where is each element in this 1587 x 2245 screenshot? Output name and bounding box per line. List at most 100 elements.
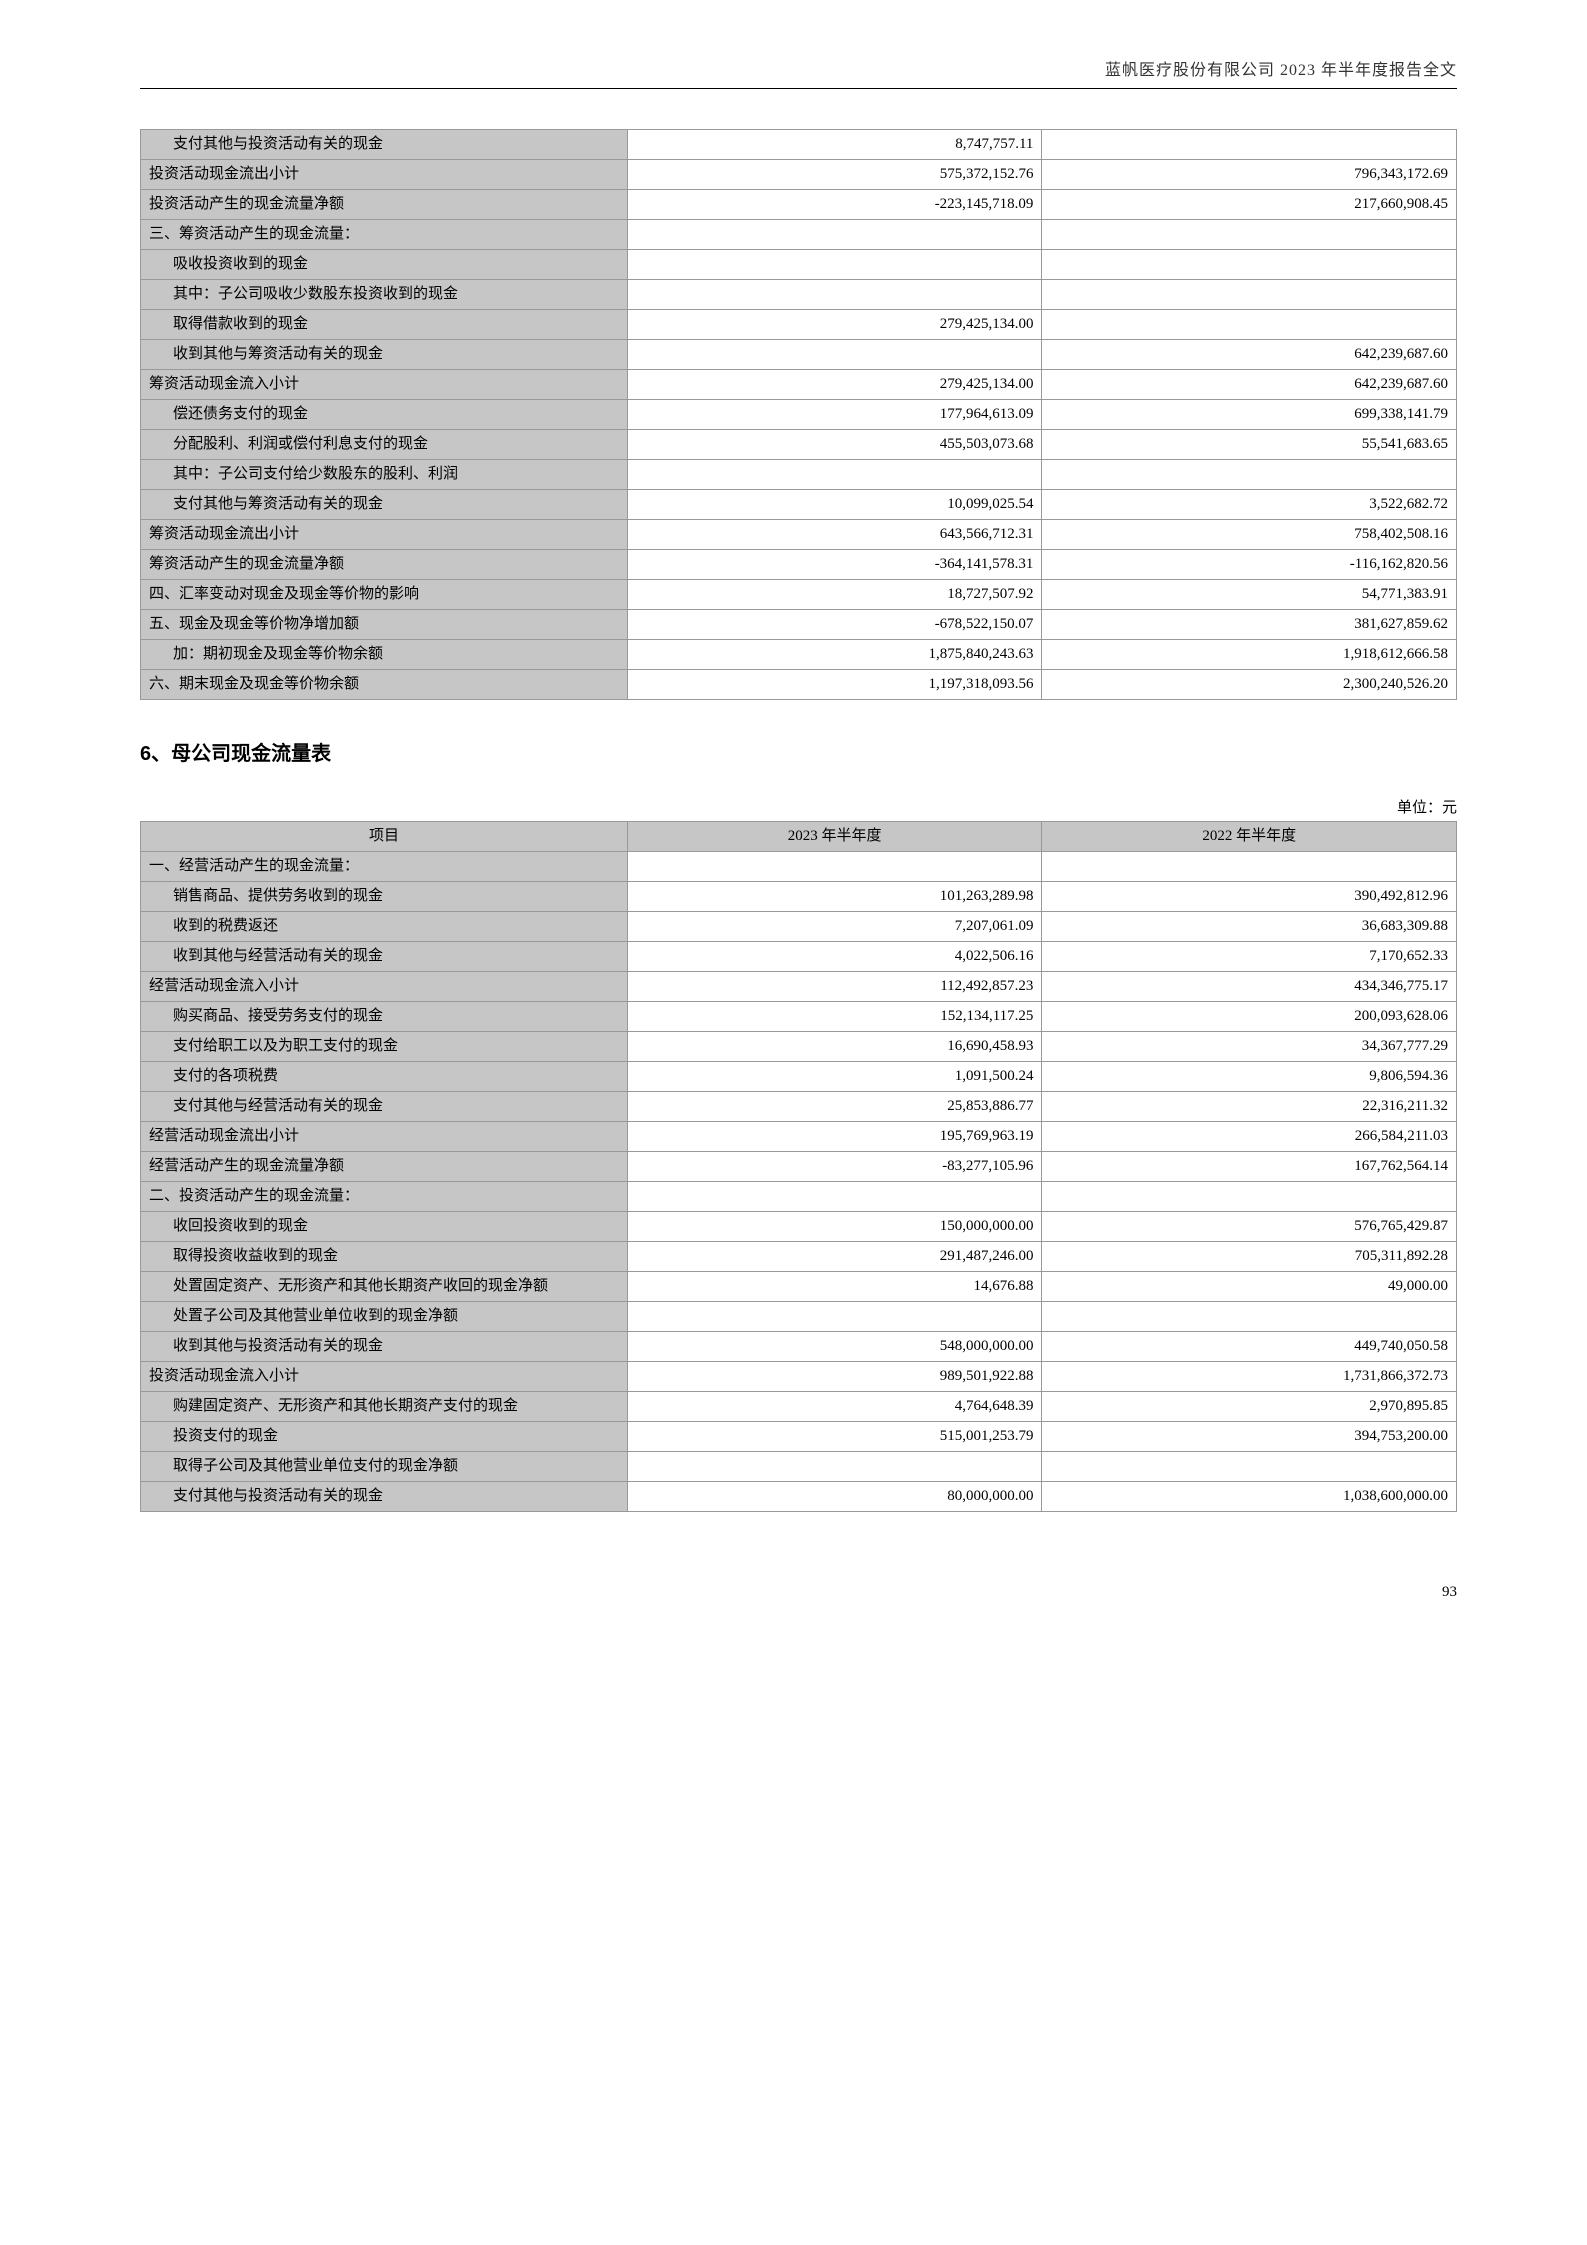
table-row: 筹资活动现金流入小计279,425,134.00642,239,687.60 [141,370,1457,400]
row-value-prior: 394,753,200.00 [1042,1422,1457,1452]
row-value-current: 279,425,134.00 [627,310,1042,340]
row-value-current: 989,501,922.88 [627,1362,1042,1392]
row-value-current: 10,099,025.54 [627,490,1042,520]
row-value-current [627,1182,1042,1212]
row-value-prior [1042,130,1457,160]
row-value-prior [1042,852,1457,882]
row-value-current [627,1302,1042,1332]
row-value-prior: 758,402,508.16 [1042,520,1457,550]
row-value-current: 80,000,000.00 [627,1482,1042,1512]
row-label: 分配股利、利润或偿付利息支付的现金 [141,430,628,460]
row-value-current: 1,875,840,243.63 [627,640,1042,670]
row-value-prior: 1,918,612,666.58 [1042,640,1457,670]
page-header: 蓝帆医疗股份有限公司 2023 年半年度报告全文 [140,60,1457,89]
row-value-current: 515,001,253.79 [627,1422,1042,1452]
row-label: 一、经营活动产生的现金流量： [141,852,628,882]
row-value-prior: 54,771,383.91 [1042,580,1457,610]
row-value-current: 4,764,648.39 [627,1392,1042,1422]
table-row: 销售商品、提供劳务收到的现金101,263,289.98390,492,812.… [141,882,1457,912]
row-label: 其中：子公司吸收少数股东投资收到的现金 [141,280,628,310]
row-value-current: 14,676.88 [627,1272,1042,1302]
row-label: 投资活动现金流出小计 [141,160,628,190]
row-label: 筹资活动产生的现金流量净额 [141,550,628,580]
row-label: 支付给职工以及为职工支付的现金 [141,1032,628,1062]
row-label: 处置子公司及其他营业单位收到的现金净额 [141,1302,628,1332]
row-label: 六、期末现金及现金等价物余额 [141,670,628,700]
row-value-prior [1042,1302,1457,1332]
row-label: 支付其他与投资活动有关的现金 [141,1482,628,1512]
row-label: 经营活动产生的现金流量净额 [141,1152,628,1182]
row-value-prior: 7,170,652.33 [1042,942,1457,972]
row-value-prior: 266,584,211.03 [1042,1122,1457,1152]
row-value-prior: 381,627,859.62 [1042,610,1457,640]
row-value-current: 575,372,152.76 [627,160,1042,190]
cashflow-table-2: 项目 2023 年半年度 2022 年半年度 一、经营活动产生的现金流量：销售商… [140,821,1457,1512]
row-label: 经营活动现金流出小计 [141,1122,628,1152]
table-row: 筹资活动现金流出小计643,566,712.31758,402,508.16 [141,520,1457,550]
row-value-prior: 796,343,172.69 [1042,160,1457,190]
row-label: 吸收投资收到的现金 [141,250,628,280]
row-label: 购买商品、接受劳务支付的现金 [141,1002,628,1032]
row-label: 取得子公司及其他营业单位支付的现金净额 [141,1452,628,1482]
row-value-prior: 449,740,050.58 [1042,1332,1457,1362]
row-value-prior: 49,000.00 [1042,1272,1457,1302]
row-value-prior: 217,660,908.45 [1042,190,1457,220]
row-value-prior: 55,541,683.65 [1042,430,1457,460]
row-value-current: 279,425,134.00 [627,370,1042,400]
row-value-prior: 390,492,812.96 [1042,882,1457,912]
table-row: 收回投资收到的现金150,000,000.00576,765,429.87 [141,1212,1457,1242]
table-row: 支付的各项税费1,091,500.249,806,594.36 [141,1062,1457,1092]
table2-header-row: 项目 2023 年半年度 2022 年半年度 [141,822,1457,852]
row-value-current: -223,145,718.09 [627,190,1042,220]
table-row: 收到其他与经营活动有关的现金4,022,506.167,170,652.33 [141,942,1457,972]
table-row: 其中：子公司吸收少数股东投资收到的现金 [141,280,1457,310]
col-header-item: 项目 [141,822,628,852]
table-row: 吸收投资收到的现金 [141,250,1457,280]
table-row: 投资活动现金流出小计575,372,152.76796,343,172.69 [141,160,1457,190]
row-value-prior: 2,300,240,526.20 [1042,670,1457,700]
row-label: 支付其他与投资活动有关的现金 [141,130,628,160]
table-row: 经营活动现金流出小计195,769,963.19266,584,211.03 [141,1122,1457,1152]
row-value-prior [1042,220,1457,250]
row-label: 四、汇率变动对现金及现金等价物的影响 [141,580,628,610]
row-value-current [627,340,1042,370]
row-value-current: 101,263,289.98 [627,882,1042,912]
row-value-current: 455,503,073.68 [627,430,1042,460]
row-label: 二、投资活动产生的现金流量： [141,1182,628,1212]
table-row: 支付其他与经营活动有关的现金25,853,886.7722,316,211.32 [141,1092,1457,1122]
row-value-prior [1042,1182,1457,1212]
table-row: 筹资活动产生的现金流量净额-364,141,578.31-116,162,820… [141,550,1457,580]
row-value-current: 25,853,886.77 [627,1092,1042,1122]
table-row: 六、期末现金及现金等价物余额1,197,318,093.562,300,240,… [141,670,1457,700]
row-value-current [627,460,1042,490]
row-value-prior: 34,367,777.29 [1042,1032,1457,1062]
row-value-current: 7,207,061.09 [627,912,1042,942]
table-row: 取得子公司及其他营业单位支付的现金净额 [141,1452,1457,1482]
table-row: 收到其他与筹资活动有关的现金642,239,687.60 [141,340,1457,370]
row-value-prior [1042,1452,1457,1482]
table-row: 一、经营活动产生的现金流量： [141,852,1457,882]
row-label: 取得借款收到的现金 [141,310,628,340]
row-value-prior: 576,765,429.87 [1042,1212,1457,1242]
row-value-prior [1042,280,1457,310]
row-value-current: 18,727,507.92 [627,580,1042,610]
row-value-current: 8,747,757.11 [627,130,1042,160]
row-value-prior: -116,162,820.56 [1042,550,1457,580]
row-value-prior: 434,346,775.17 [1042,972,1457,1002]
table-row: 四、汇率变动对现金及现金等价物的影响18,727,507.9254,771,38… [141,580,1457,610]
row-value-current: 112,492,857.23 [627,972,1042,1002]
table-row: 购买商品、接受劳务支付的现金152,134,117.25200,093,628.… [141,1002,1457,1032]
row-value-prior: 200,093,628.06 [1042,1002,1457,1032]
row-value-current: 177,964,613.09 [627,400,1042,430]
table-row: 购建固定资产、无形资产和其他长期资产支付的现金4,764,648.392,970… [141,1392,1457,1422]
row-label: 加：期初现金及现金等价物余额 [141,640,628,670]
table-row: 支付其他与投资活动有关的现金8,747,757.11 [141,130,1457,160]
row-value-prior: 642,239,687.60 [1042,340,1457,370]
table-row: 三、筹资活动产生的现金流量： [141,220,1457,250]
row-value-current: -678,522,150.07 [627,610,1042,640]
table-row: 分配股利、利润或偿付利息支付的现金455,503,073.6855,541,68… [141,430,1457,460]
row-value-prior: 3,522,682.72 [1042,490,1457,520]
table-row: 其中：子公司支付给少数股东的股利、利润 [141,460,1457,490]
row-value-current [627,280,1042,310]
page-number: 93 [140,1582,1457,1603]
